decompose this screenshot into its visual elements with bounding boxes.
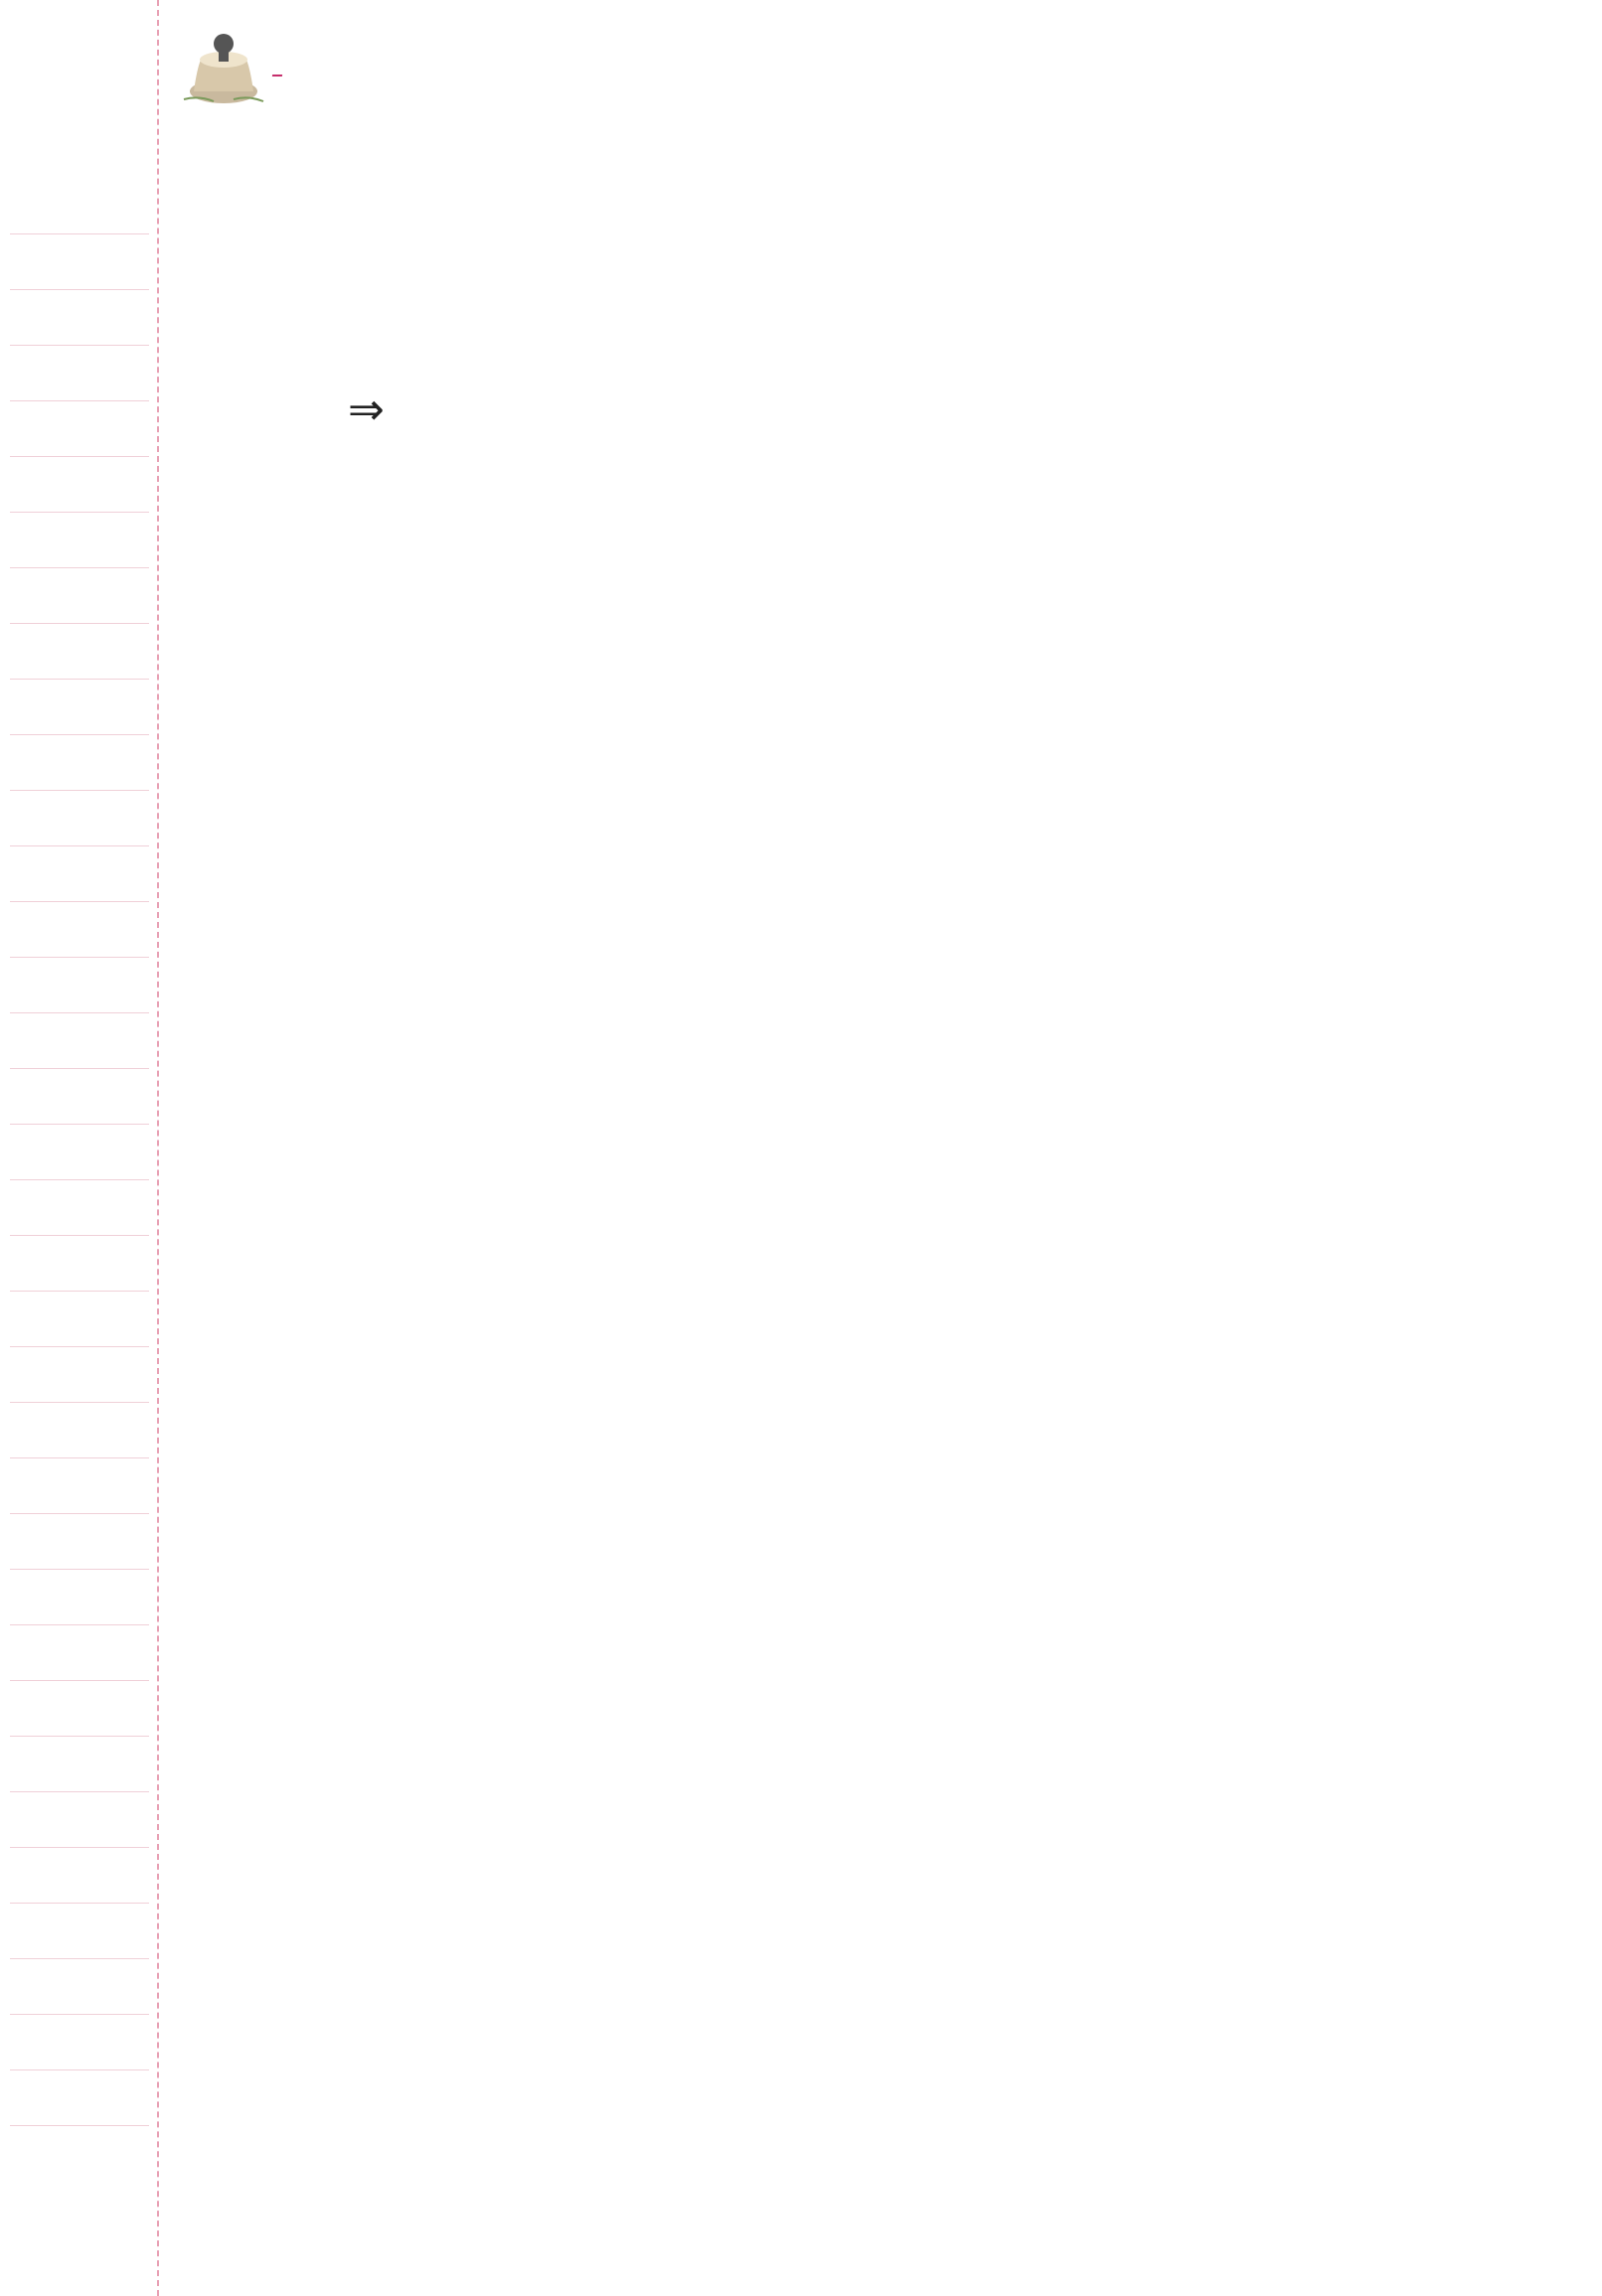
margin-rules	[10, 179, 149, 2166]
banner-text	[272, 57, 282, 83]
arrow-icon: ⇒	[348, 369, 385, 452]
s3-question-2	[248, 647, 1522, 711]
s3-question-1	[248, 512, 1522, 576]
stump-icon	[179, 30, 268, 109]
content-area: ⇒	[189, 40, 1522, 711]
question-1	[248, 229, 1522, 293]
question-2: ⇒	[248, 305, 1522, 452]
banner-badge	[272, 75, 282, 77]
header-banner	[179, 30, 282, 109]
correction-margin	[0, 0, 159, 2296]
